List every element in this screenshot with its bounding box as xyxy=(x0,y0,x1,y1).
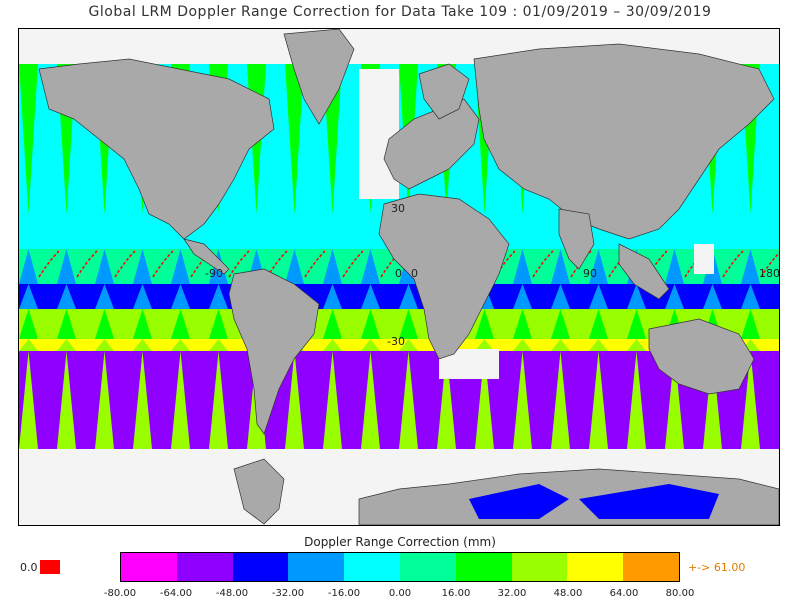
land-scandinavia xyxy=(418,63,470,120)
land-central-america xyxy=(183,238,230,275)
land-india xyxy=(558,208,595,270)
colorbar-segment xyxy=(344,553,400,581)
land-antarctic-peninsula xyxy=(233,458,285,525)
land-greenland xyxy=(283,29,355,125)
colorbar-segment xyxy=(288,553,345,581)
colorbar xyxy=(120,552,680,582)
colorbar-tick-label: 64.00 xyxy=(609,588,639,599)
antarctic-patches xyxy=(469,484,719,519)
colorbar-segment xyxy=(399,553,456,581)
colorbar-tick-label: 32.00 xyxy=(497,588,527,599)
land-north-america xyxy=(38,58,275,240)
colorbar-segment xyxy=(176,553,233,581)
colorbar-tick-label: -80.00 xyxy=(103,588,137,599)
land-masses xyxy=(38,29,779,525)
colorbar-tick-label: 48.00 xyxy=(553,588,583,599)
land-asia xyxy=(473,43,775,240)
land-south-america xyxy=(228,268,320,435)
colorbar-segment xyxy=(623,553,679,581)
colorbar-tick-label: 80.00 xyxy=(665,588,695,599)
land-southeast-asia xyxy=(618,243,670,300)
chart-title: Global LRM Doppler Range Correction for … xyxy=(88,4,712,20)
map-canvas xyxy=(19,29,779,525)
colorbar-segment xyxy=(567,553,624,581)
under-value-swatch xyxy=(40,560,60,574)
colorbar-segment xyxy=(232,553,289,581)
land-australia xyxy=(648,318,755,395)
colorbar-segment xyxy=(511,553,568,581)
colorbar-tick-label: 0.00 xyxy=(388,588,412,599)
colorbar-segment xyxy=(455,553,512,581)
colorbar-segment xyxy=(121,553,177,581)
colorbar-tick-label: 16.00 xyxy=(441,588,471,599)
over-value-label: +-> 61.00 xyxy=(688,561,746,574)
colorbar-tick-label: -32.00 xyxy=(271,588,305,599)
under-value-label: 0.0 xyxy=(20,561,38,574)
colorbar-title: Doppler Range Correction (mm) xyxy=(304,535,496,549)
colorbar-tick-label: -48.00 xyxy=(215,588,249,599)
colorbar-tick-label: -16.00 xyxy=(327,588,361,599)
land-africa xyxy=(378,193,510,360)
colorbar-tick-label: -64.00 xyxy=(159,588,193,599)
map-panel: 30 0 -30 -90 0 90 180 xyxy=(18,28,780,526)
